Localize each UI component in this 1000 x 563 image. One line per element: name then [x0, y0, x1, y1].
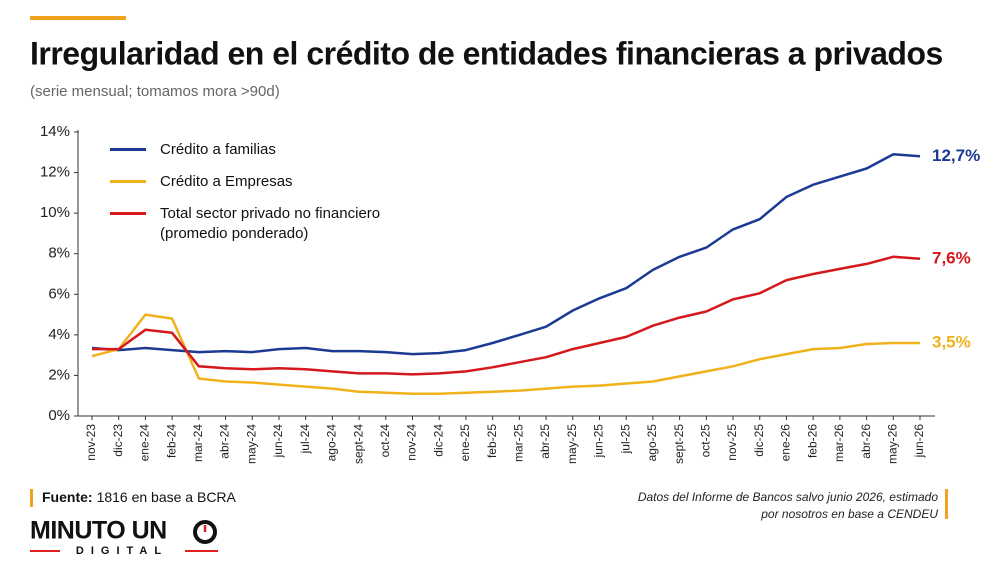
accent-bar: [30, 16, 126, 20]
x-tick-label: oct-25: [698, 424, 712, 458]
end-label: 7,6%: [932, 248, 971, 267]
x-tick-label: ago-25: [645, 424, 659, 462]
logo-sub: DIGITAL: [76, 545, 168, 557]
source-text: 1816 en base a BCRA: [97, 489, 237, 505]
end-label: 3,5%: [932, 332, 971, 351]
source-label: Fuente:: [42, 489, 93, 505]
x-tick-label: jul-24: [298, 424, 312, 455]
x-tick-label: abr-25: [538, 424, 552, 459]
logo-clock: [193, 520, 217, 544]
chart-title: Irregularidad en el crédito de entidades…: [30, 35, 943, 71]
x-tick-label: ene-24: [138, 424, 152, 462]
series-line: [91, 313, 920, 395]
y-tick-label: 8%: [48, 245, 70, 262]
x-tick-label: jun-26: [912, 424, 926, 459]
legend-label: Total sector privado no financiero (prom…: [160, 205, 381, 242]
x-tick-label: ene-26: [779, 424, 793, 462]
note-line: Datos del Informe de Bancos salvo junio …: [638, 490, 939, 504]
note-line: por nosotros en base a CENDEU: [760, 507, 938, 521]
note-accent: [945, 489, 948, 519]
x-tick-label: nov-25: [725, 424, 739, 461]
x-tick-label: mar-25: [512, 424, 526, 462]
x-tick-label: may-26: [885, 424, 899, 464]
x-tick-label: feb-24: [164, 424, 178, 458]
legend-label: Crédito a Empresas: [160, 173, 293, 190]
x-tick-label: mar-24: [191, 424, 205, 462]
legend: Crédito a familias Crédito a Empresas Tota…: [110, 140, 410, 256]
y-tick-label: 4%: [48, 326, 70, 343]
legend-label: Crédito a familias: [160, 141, 276, 158]
legend-item: Crédito a Empresas: [110, 172, 410, 192]
source-accent: [30, 489, 33, 507]
x-tick-label: nov-23: [84, 424, 98, 461]
x-tick-label: abr-26: [859, 424, 873, 459]
y-tick-label: 2%: [48, 366, 70, 383]
logo-main: MINUTO UN: [30, 517, 167, 545]
source: Fuente: 1816 en base a BCRA: [42, 489, 237, 505]
x-tick-label: may-24: [244, 424, 258, 464]
legend-swatch: [110, 212, 146, 215]
x-tick-label: jul-25: [618, 424, 632, 455]
chart-subtitle: (serie mensual; tomamos mora >90d): [30, 83, 280, 100]
x-tick-label: mar-26: [832, 424, 846, 462]
y-tick-label: 6%: [48, 285, 70, 302]
x-tick-label: ene-25: [458, 424, 472, 462]
legend-swatch: [110, 180, 146, 183]
x-tick-label: feb-25: [485, 424, 499, 458]
x-tick-label: dic-23: [111, 424, 125, 457]
series-line: [92, 255, 921, 376]
series-line: [91, 153, 921, 356]
legend-swatch: [110, 148, 146, 151]
x-tick-label: ago-24: [325, 424, 339, 462]
y-tick-label: 12%: [40, 164, 70, 181]
y-tick-label: 0%: [48, 407, 70, 424]
x-tick-label: oct-24: [378, 424, 392, 458]
x-tick-label: abr-24: [218, 424, 232, 459]
x-tick-label: sept-25: [672, 424, 686, 464]
legend-item: Total sector privado no financiero (prom…: [110, 204, 410, 244]
x-tick-label: jun-24: [271, 424, 285, 459]
end-label: 12,7%: [932, 146, 980, 165]
y-tick-label: 10%: [40, 204, 70, 221]
legend-item: Crédito a familias: [110, 140, 410, 160]
x-tick-label: feb-26: [805, 424, 819, 458]
y-tick-label: 14%: [40, 123, 70, 140]
x-tick-label: jun-25: [592, 424, 606, 459]
x-tick-label: may-25: [565, 424, 579, 464]
x-tick-label: dic-25: [752, 424, 766, 457]
x-tick-label: nov-24: [405, 424, 419, 461]
x-tick-label: sept-24: [351, 424, 365, 464]
x-tick-label: dic-24: [431, 424, 445, 457]
